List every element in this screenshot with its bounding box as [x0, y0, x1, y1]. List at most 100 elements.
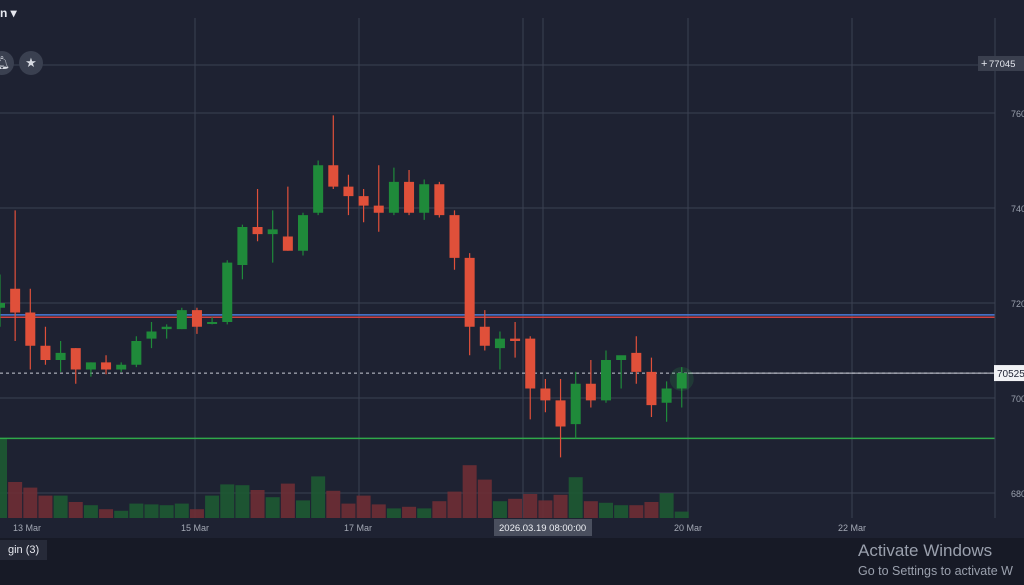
volume-bar: [326, 490, 341, 518]
volume-bar: [371, 504, 386, 518]
time-tick-label: 22 Mar: [838, 523, 866, 533]
volume-bar: [189, 509, 204, 518]
volume-bar: [296, 500, 310, 518]
candle-body: [131, 341, 142, 365]
volume-bar: [508, 498, 523, 518]
price-tick-label: 720: [1011, 299, 1024, 309]
volume-bar: [68, 502, 83, 518]
price-axis-area: [995, 18, 1024, 518]
candle-body: [540, 388, 551, 401]
candle-body: [0, 303, 5, 308]
candle-body: [191, 310, 202, 327]
volume-bar: [265, 497, 280, 518]
volume-bar: [568, 477, 583, 518]
candle-body: [282, 236, 293, 251]
candle-body: [494, 338, 505, 349]
volume-bar: [432, 501, 447, 518]
candle-body: [449, 215, 460, 258]
volume-bar: [477, 479, 492, 518]
candle-body: [358, 196, 369, 206]
candle-body: [222, 262, 233, 322]
candle-body: [464, 257, 475, 327]
candle-body: [298, 215, 308, 251]
candle-body: [10, 288, 21, 313]
volume-bar: [311, 476, 326, 518]
candle-body: [555, 400, 566, 427]
volume-bar: [220, 484, 235, 518]
current-price-badge: [994, 365, 1024, 382]
candle-body: [676, 373, 687, 389]
volume-bar: [83, 505, 98, 518]
volume-bar: [53, 495, 68, 518]
candle-body: [176, 310, 187, 330]
top-price-label: 77045: [989, 59, 1015, 70]
volume-bar: [159, 505, 174, 518]
price-tick-label: 680: [1011, 489, 1024, 499]
volume-bar: [250, 490, 265, 518]
candle-body: [313, 165, 324, 213]
candle-body: [661, 388, 672, 403]
add-level-icon: +: [981, 58, 987, 70]
time-tick-label: 20 Mar: [674, 523, 702, 533]
candle-body: [55, 352, 66, 360]
time-tick-label: 13 Mar: [13, 523, 41, 533]
candle-body: [25, 312, 36, 346]
candle-body: [207, 322, 218, 324]
volume-bar: [599, 502, 613, 518]
live-candle-glow: [669, 367, 694, 391]
candle-body: [479, 326, 490, 346]
volume-bar: [629, 505, 644, 518]
volume-bar: [553, 494, 568, 518]
bell-button[interactable]: 🔔︎: [0, 51, 14, 75]
volume-bar: [492, 501, 507, 518]
volume-bar: [583, 501, 598, 518]
volume-bar: [462, 465, 477, 518]
time-tick-label: 15 Mar: [181, 523, 209, 533]
candle-body: [373, 205, 384, 213]
symbol-selector[interactable]: n ▾: [0, 6, 17, 20]
candle-body: [434, 184, 445, 216]
bottom-panel: [0, 538, 1024, 585]
volume-bar: [38, 495, 53, 518]
volume-bar: [129, 503, 144, 518]
candle-body: [328, 165, 339, 187]
candle-body: [646, 371, 657, 406]
windows-activation-subtitle: Go to Settings to activate W: [858, 564, 1013, 578]
price-tick-label: 760: [1011, 109, 1024, 119]
volume-bar: [144, 504, 159, 518]
candle-body: [161, 326, 172, 330]
candle-body: [388, 181, 399, 213]
candle-body: [631, 352, 642, 372]
volume-bar: [386, 508, 401, 518]
volume-bar: [356, 495, 371, 518]
time-tick-label: 17 Mar: [344, 523, 372, 533]
crosshair-time-label: 2026.03.19 08:00:00: [499, 523, 586, 534]
candle-body: [237, 227, 248, 265]
candle-body: [510, 338, 521, 341]
favorite-button[interactable]: ★: [19, 51, 43, 75]
candle-body: [85, 362, 96, 370]
volume-bar: [523, 494, 538, 518]
volume-bar: [99, 509, 114, 518]
volume-bar: [644, 502, 659, 518]
candle-body: [570, 383, 581, 425]
volume-bar: [23, 487, 38, 518]
candle-body: [585, 383, 596, 401]
volume-bar: [114, 510, 129, 518]
top-price-badge: [978, 56, 1024, 71]
volume-bar: [674, 511, 689, 518]
tab-margin[interactable]: gin (3): [0, 540, 48, 560]
candle-body: [101, 362, 112, 370]
windows-activation-title: Activate Windows: [858, 541, 993, 560]
volume-bar: [659, 493, 674, 518]
star-icon: ★: [25, 55, 37, 70]
volume-bar: [280, 483, 295, 518]
price-tick-label: 740: [1011, 204, 1024, 214]
candle-body: [601, 360, 611, 401]
candle-body: [525, 338, 536, 389]
volume-bar: [8, 482, 23, 518]
candle-body: [146, 331, 157, 339]
volume-bar: [447, 491, 462, 518]
volume-bar: [538, 500, 553, 518]
